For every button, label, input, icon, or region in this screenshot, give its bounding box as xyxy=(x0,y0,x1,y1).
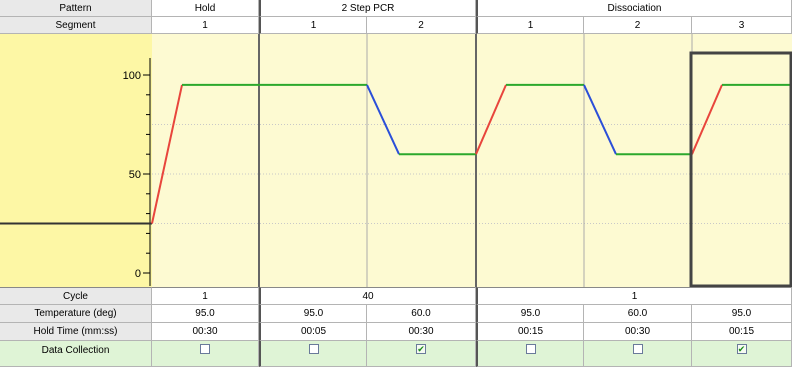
temperature-profile xyxy=(151,83,792,224)
temperature-cell-6[interactable]: 95.0 xyxy=(692,305,792,323)
hold-time-cell-6[interactable]: 00:15 xyxy=(692,323,792,341)
pattern-header-label: Pattern xyxy=(0,0,152,17)
temperature-cell-1[interactable]: 95.0 xyxy=(152,305,259,323)
data-collection-checkbox-3[interactable]: ✔ xyxy=(416,343,426,354)
ramp-line xyxy=(151,84,183,224)
data-collection-checkbox-1[interactable] xyxy=(200,344,210,354)
data-collection-cell-6: ✔ xyxy=(692,341,792,367)
y-tick-label: 50 xyxy=(129,169,141,181)
plot-background[interactable] xyxy=(152,34,792,287)
selected-segment-frame[interactable] xyxy=(689,51,792,288)
data-collection-cell-5 xyxy=(584,341,692,367)
temperature-cell-3[interactable]: 60.0 xyxy=(367,305,476,323)
segment-header-label: Segment xyxy=(0,17,152,34)
cycle-hold-value[interactable]: 1 xyxy=(152,287,259,305)
data-collection-cell-3: ✔ xyxy=(367,341,476,367)
y-tick-label: 0 xyxy=(135,268,141,280)
hold-time-cell-1[interactable]: 00:30 xyxy=(152,323,259,341)
cycle-pcr-value[interactable]: 40 xyxy=(259,287,476,305)
stage-hold-header[interactable]: Hold xyxy=(152,0,259,17)
hold-time-cell-2[interactable]: 00:05 xyxy=(259,323,367,341)
ramp-line xyxy=(583,84,617,155)
segment-dissociation-1[interactable]: 1 xyxy=(476,17,584,34)
data-collection-checkbox-6[interactable]: ✔ xyxy=(736,343,747,354)
hold-time-cell-3[interactable]: 00:30 xyxy=(367,323,476,341)
y-axis-panel xyxy=(0,34,152,287)
ramp-line xyxy=(691,84,723,155)
cycle-dissociation-value[interactable]: 1 xyxy=(476,287,792,305)
data-collection-cell-2 xyxy=(259,341,367,367)
temperature-cell-4[interactable]: 95.0 xyxy=(476,305,584,323)
y-axis: 100 50 0 xyxy=(0,58,152,286)
segment-dissociation-2[interactable]: 2 xyxy=(584,17,692,34)
temperature-row-label: Temperature (deg) xyxy=(0,305,152,323)
data-collection-checkbox-4[interactable] xyxy=(525,344,536,354)
hold-time-cell-5[interactable]: 00:30 xyxy=(584,323,692,341)
data-collection-cell-4 xyxy=(476,341,584,367)
data-collection-row-label: Data Collection xyxy=(0,341,152,367)
ramp-line xyxy=(366,84,400,155)
cycle-row-label: Cycle xyxy=(0,287,152,305)
data-collection-cell-1 xyxy=(152,341,259,367)
ramp-line xyxy=(475,84,507,155)
hold-time-row-label: Hold Time (mm:ss) xyxy=(0,323,152,341)
temperature-cell-2[interactable]: 95.0 xyxy=(259,305,367,323)
segment-pcr-1[interactable]: 1 xyxy=(259,17,367,34)
segment-pcr-2[interactable]: 2 xyxy=(367,17,476,34)
segment-hold-1[interactable]: 1 xyxy=(152,17,259,34)
temperature-cell-5[interactable]: 60.0 xyxy=(584,305,692,323)
stage-2-step-pcr-header[interactable]: 2 Step PCR xyxy=(259,0,476,17)
data-collection-checkbox-5[interactable] xyxy=(632,344,643,354)
y-tick-label: 100 xyxy=(123,70,141,82)
data-collection-checkbox-2[interactable] xyxy=(308,344,319,354)
hold-time-cell-4[interactable]: 00:15 xyxy=(476,323,584,341)
